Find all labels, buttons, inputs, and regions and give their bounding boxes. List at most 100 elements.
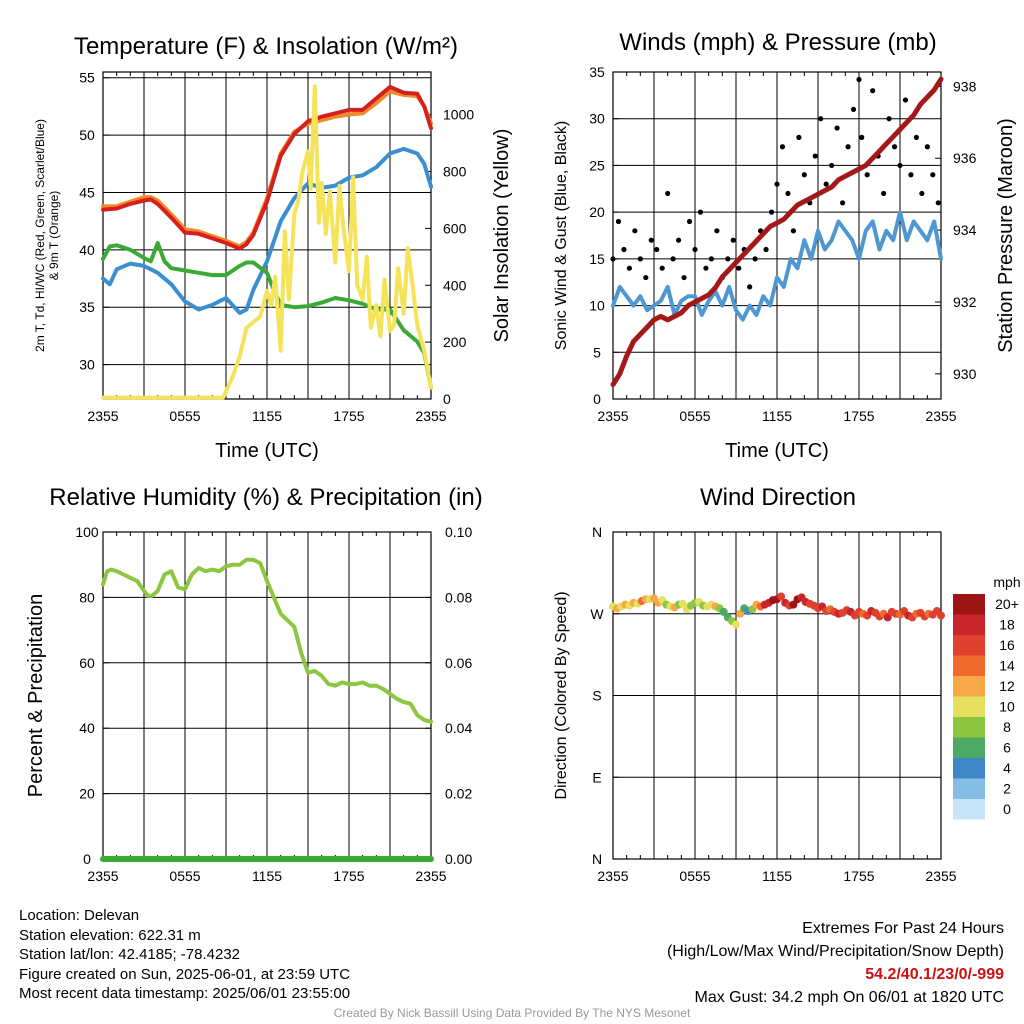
- legend-label: 14: [999, 658, 1015, 674]
- direction-point: [736, 609, 745, 618]
- gust-point: [747, 284, 753, 290]
- x-tick-label: 2355: [925, 868, 956, 884]
- y2-axis-label: Station Pressure (Maroon): [995, 118, 1017, 353]
- direction-point: [789, 600, 798, 609]
- wind-line: [611, 210, 943, 322]
- gust-point: [654, 246, 660, 253]
- gust-point: [902, 97, 909, 103]
- figure-created: Figure created on Sun, 2025-06-01, at 23…: [19, 965, 351, 983]
- y-tick-label: 20: [589, 204, 605, 220]
- legend-swatch: [953, 799, 985, 820]
- direction-point: [719, 607, 728, 616]
- gust-point: [812, 153, 818, 159]
- extremes-values: 54.2/40.1/23/0/-999: [865, 966, 1004, 983]
- y-tick-label: 35: [79, 299, 95, 315]
- x-tick-label: 2355: [87, 408, 118, 424]
- y-tick-label: S: [592, 688, 601, 704]
- y-tick-label: 25: [589, 157, 605, 173]
- gust-point: [840, 200, 846, 206]
- gust-point: [725, 256, 731, 262]
- gust-point: [681, 274, 687, 281]
- temp-line: [101, 84, 433, 251]
- legend-swatch: [953, 676, 985, 697]
- chart-title: Wind Direction: [700, 484, 856, 511]
- max-gust: Max Gust: 34.2 mph On 06/01 at 1820 UTC: [694, 989, 1005, 1006]
- x-tick-label: 1155: [252, 408, 282, 424]
- gust-point: [834, 125, 840, 131]
- station-info: Location: Delevan Station elevation: 622…: [19, 906, 350, 1004]
- legend-label: 2: [1003, 781, 1011, 797]
- x-tick-label: 0555: [169, 408, 200, 424]
- gust-point: [790, 228, 797, 234]
- y2-tick-label: 800: [443, 164, 467, 180]
- gust-point: [643, 274, 649, 281]
- gust-point: [768, 209, 775, 215]
- gust-point: [648, 237, 654, 243]
- solar-line: [101, 84, 433, 400]
- gust-point: [665, 190, 671, 197]
- y2-tick-label: 0.04: [445, 720, 472, 736]
- gust-point: [610, 256, 616, 262]
- station-latlon: Station lat/lon: 42.4185; -78.4232: [19, 946, 241, 963]
- legend-swatch: [953, 655, 985, 676]
- gust-point: [859, 134, 865, 140]
- y-tick-label: 55: [79, 70, 95, 86]
- gust-point: [779, 144, 786, 150]
- chart-panel-2: 2355 0555 1155 1755 235505101520253035Winds …: [553, 29, 1017, 462]
- y2-tick-label: 0.02: [445, 786, 472, 802]
- y-axis-label: Direction (Colored By Speed): [553, 591, 570, 799]
- y-axis-label-line2: & 9m T (Orange): [47, 191, 61, 281]
- y-tick-label: 80: [79, 589, 95, 605]
- gust-point: [637, 256, 643, 262]
- gust-point: [897, 162, 903, 169]
- legend-label: 12: [999, 678, 1015, 694]
- y-tick-label: N: [592, 851, 602, 867]
- gust-point: [845, 144, 851, 150]
- y-tick-label: 15: [589, 251, 605, 267]
- rh-line: [101, 557, 433, 724]
- station-elevation: Station elevation: 622.31 m: [19, 926, 201, 944]
- gust-point: [686, 218, 693, 225]
- chart-title: Winds (mph) & Pressure (mb): [619, 29, 936, 56]
- direction-point: [777, 592, 786, 601]
- chart-title: Relative Humidity (%) & Precipitation (i…: [49, 484, 482, 511]
- y-tick-label: 30: [79, 357, 95, 373]
- y-tick-label: E: [592, 769, 601, 785]
- y-tick-label: 45: [79, 184, 95, 200]
- x-tick-label: 0555: [169, 868, 200, 884]
- gust-point: [621, 246, 627, 253]
- legend-swatch: [953, 717, 985, 738]
- chart-panel-1: 2355 0555 1155 1755 2355 30 35 40 45 50 55 Temperat…: [33, 33, 513, 462]
- legend-label: 6: [1003, 740, 1011, 756]
- gust-point: [850, 106, 857, 112]
- legend-swatch: [953, 778, 985, 799]
- extremes-subtitle: (High/Low/Max Wind/Precipitation/Snow De…: [666, 943, 1004, 960]
- gust-point: [924, 144, 930, 150]
- y2-tick-label: 930: [953, 366, 977, 382]
- x-tick-label: 2355: [925, 408, 956, 424]
- y-axis-label: Percent & Precipitation: [25, 594, 47, 797]
- y2-tick-label: 934: [953, 222, 977, 238]
- recent-timestamp: Most recent data timestamp: 2025/06/01 2…: [19, 985, 351, 1002]
- gust-point: [615, 218, 622, 225]
- y-axis-label: Sonic Wind & Gust (Blue, Black): [553, 121, 570, 350]
- gust-point: [881, 190, 887, 197]
- legend-swatch: [953, 594, 985, 615]
- gust-point: [891, 144, 898, 150]
- gust-point: [714, 228, 720, 234]
- gust-point: [886, 116, 892, 122]
- pressure-line: [610, 76, 944, 388]
- y2-tick-label: 600: [443, 220, 467, 236]
- gust-point: [796, 134, 802, 140]
- x-tick-label: 2355: [597, 868, 628, 884]
- y-tick-label: 0: [593, 391, 601, 407]
- y-tick-label: 10: [589, 298, 605, 314]
- y2-axis-label: Solar Insolation (Yellow): [491, 129, 513, 343]
- y2-tick-label: 0.10: [445, 524, 472, 540]
- x-axis-label: Time (UTC): [725, 440, 829, 462]
- credit-line: Created By Nick Bassill Using Data Provi…: [333, 1006, 691, 1020]
- x-tick-label: 2355: [87, 868, 118, 884]
- gust-point: [763, 246, 769, 253]
- x-tick-label: 2355: [415, 408, 446, 424]
- extremes-title: Extremes For Past 24 Hours: [802, 920, 1004, 937]
